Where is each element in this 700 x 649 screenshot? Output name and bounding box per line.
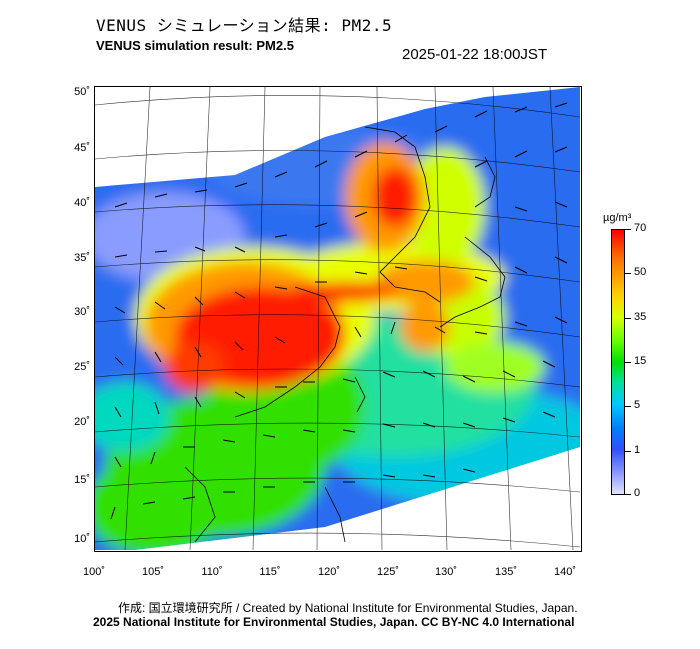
colorbar — [611, 229, 625, 495]
lat-label-50: 50˚ — [74, 86, 90, 98]
colorbar-label-0: 0 — [634, 487, 641, 499]
coastlines — [184, 126, 506, 543]
lon-label-140: 140˚ — [553, 566, 577, 578]
wind-vectors — [110, 102, 568, 520]
lon-label-105: 105˚ — [141, 566, 165, 578]
credit-line: 作成: 国立環境研究所 / Created by National Instit… — [118, 601, 578, 615]
colorbar-label-15: 15 — [634, 355, 647, 367]
lon-label-110: 110˚ — [201, 566, 223, 578]
forecast-timestamp: 2025-01-22 18:00JST — [402, 46, 548, 63]
colorbar-tick — [625, 362, 631, 363]
colorbar-label-35: 35 — [634, 311, 647, 323]
colorbar-tick — [625, 229, 631, 230]
colorbar-tick — [625, 451, 631, 452]
colorbar-tick — [625, 494, 631, 495]
lat-label-20: 20˚ — [74, 416, 90, 428]
colorbar-label-1: 1 — [634, 444, 641, 456]
lon-label-130: 130˚ — [434, 566, 458, 578]
colorbar-label-5: 5 — [634, 399, 641, 411]
lat-label-45: 45˚ — [74, 142, 90, 154]
colorbar-unit: µg/m³ — [603, 212, 632, 224]
copyright-line: 2025 National Institute for Environmenta… — [93, 615, 575, 629]
lon-label-125: 125˚ — [376, 566, 400, 578]
lon-label-100: 100˚ — [82, 566, 106, 578]
lon-label-115: 115˚ — [259, 566, 281, 578]
colorbar-label-50: 50 — [634, 266, 647, 278]
title-english: VENUS simulation result: PM2.5 — [96, 38, 294, 53]
lat-label-40: 40˚ — [74, 197, 90, 209]
lat-label-25: 25˚ — [74, 361, 90, 373]
lon-label-120: 120˚ — [317, 566, 341, 578]
lat-label-15: 15˚ — [74, 474, 90, 486]
colorbar-tick — [625, 318, 631, 319]
graticule — [95, 87, 580, 550]
pm25-concentration-field — [95, 87, 580, 550]
pm25-map — [94, 86, 582, 552]
colorbar-tick — [625, 406, 631, 407]
lat-label-30: 30˚ — [74, 306, 90, 318]
title-japanese: VENUS シミュレーション結果: PM2.5 — [96, 16, 393, 35]
lat-label-35: 35˚ — [74, 252, 90, 264]
colorbar-label-70: 70 — [634, 222, 647, 234]
lon-label-135: 135˚ — [494, 566, 518, 578]
colorbar-tick — [625, 273, 631, 274]
lat-label-10: 10˚ — [74, 533, 90, 545]
